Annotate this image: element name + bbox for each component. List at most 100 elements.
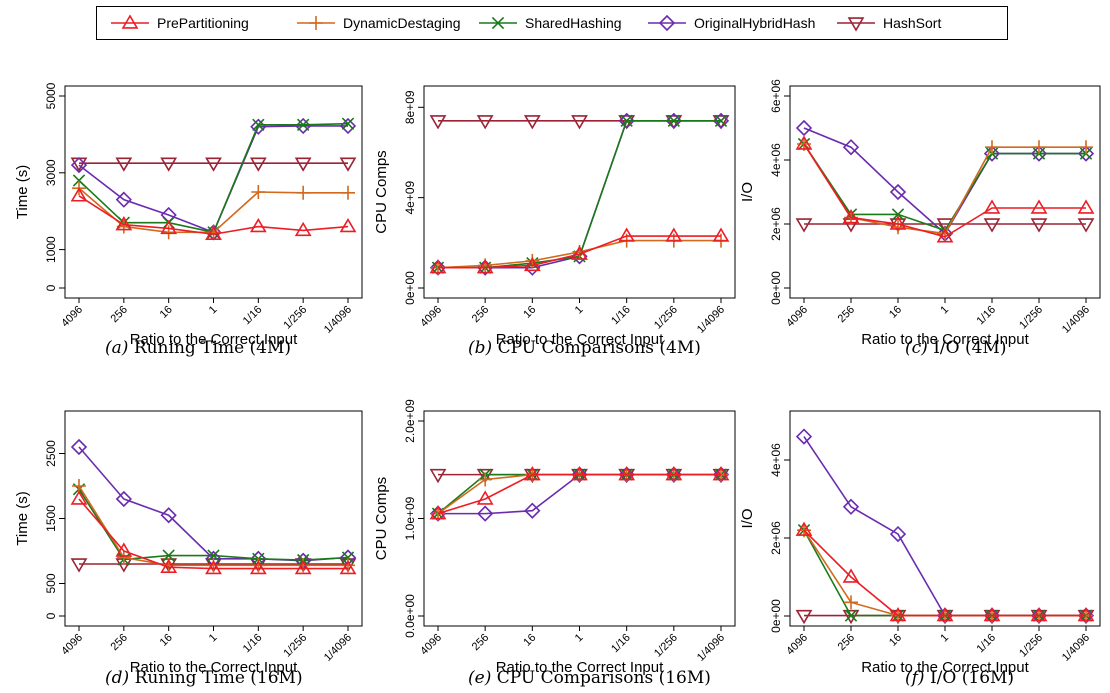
x-tick-label: 4096 <box>59 632 85 658</box>
data-point <box>842 568 860 583</box>
data-point <box>523 466 541 481</box>
chart-panel-2: 0e+00 4e+09 8e+09 CPU Comps 4096 256 16 1 1/16 1/… <box>373 85 736 348</box>
data-point <box>160 219 178 235</box>
caption-d: (d) Runing Time (16M) <box>105 668 303 688</box>
y-tick-label: 2e+06 <box>769 207 783 241</box>
data-point <box>618 227 636 242</box>
series-originalhybridhash <box>70 438 357 569</box>
data-point <box>667 114 680 128</box>
x-tick-label: 256 <box>470 304 491 325</box>
data-point <box>115 191 132 208</box>
data-point <box>115 490 132 508</box>
data-point <box>252 118 265 131</box>
x-tick-label: 256 <box>836 632 857 653</box>
data-point <box>294 559 312 575</box>
series-dynamicdestaging <box>72 479 355 573</box>
data-point <box>1077 199 1095 214</box>
x-tick-label: 4096 <box>418 304 444 330</box>
series-prepartitioning <box>70 187 357 240</box>
x-axis-label: Ratio to the Correct Input <box>861 331 1029 348</box>
data-point <box>618 466 636 481</box>
data-point <box>795 609 813 625</box>
data-point <box>571 245 588 260</box>
y-tick-label: 0 <box>44 284 58 291</box>
data-point <box>665 227 683 242</box>
data-point <box>712 466 730 481</box>
data-point <box>618 115 636 130</box>
legend-entry-dynamicdestaging: DynamicDestaging <box>297 15 461 31</box>
x-tick-label: 1/16 <box>974 632 998 656</box>
series-line <box>78 122 349 234</box>
y-tick-label: 0.0e+00 <box>403 594 417 638</box>
data-point <box>1030 218 1048 233</box>
data-point <box>1030 607 1048 622</box>
x-tick-label: 256 <box>836 304 857 325</box>
legend-marker-icon <box>309 16 323 30</box>
data-point <box>1032 140 1046 155</box>
series-line <box>78 125 348 234</box>
data-point <box>795 135 813 150</box>
legend-marker-icon <box>658 14 676 32</box>
data-point <box>712 227 730 242</box>
y-axis-label: I/O <box>739 508 756 528</box>
x-tick-label: 256 <box>108 304 129 325</box>
caption-f-text: I/O (16M) <box>929 668 1015 688</box>
data-point <box>844 595 858 610</box>
series-dynamicdestaging <box>431 467 728 521</box>
data-point <box>618 112 635 129</box>
series-prepartitioning <box>795 521 1095 622</box>
caption-c-text: I/O (4M) <box>933 338 1007 358</box>
data-point <box>205 225 222 240</box>
legend-marker-icon <box>847 17 865 32</box>
data-point <box>795 521 813 536</box>
data-point <box>251 185 266 199</box>
y-tick-label: 1000 <box>44 236 58 263</box>
data-point <box>160 507 177 524</box>
x-tick-label: 4096 <box>418 632 444 658</box>
data-point <box>889 183 907 201</box>
x-tick-label: 256 <box>470 632 491 653</box>
data-point <box>72 174 86 187</box>
caption-b: (b) CPU Comparisons (4M) <box>468 338 701 358</box>
data-point <box>160 157 178 172</box>
data-point <box>1077 607 1095 622</box>
data-point <box>478 472 493 487</box>
caption-a-label: (a) <box>105 338 129 358</box>
data-point <box>477 505 494 522</box>
x-tick-label: 1/4096 <box>695 632 727 664</box>
data-point <box>341 551 355 564</box>
data-point <box>571 115 588 130</box>
x-tick-label: 1/16 <box>241 304 265 328</box>
caption-e: (e) CPU Comparisons (16M) <box>468 668 711 688</box>
x-tick-label: 16 <box>158 304 175 321</box>
data-point <box>889 525 907 543</box>
series-line <box>803 143 1086 238</box>
caption-d-label: (d) <box>105 668 130 688</box>
data-point <box>795 428 813 445</box>
series-prepartitioning <box>70 490 357 575</box>
x-tick-label: 1/16 <box>609 632 633 656</box>
chart-panel-3: 0e+00 2e+06 4e+06 6e+06 I/O 4096 256 16 1 1/16 1/2… <box>739 79 1101 348</box>
x-tick-label: 1/4096 <box>695 304 727 336</box>
data-point <box>983 218 1001 233</box>
data-point <box>889 607 907 622</box>
x-tick-label: 1/16 <box>609 304 633 328</box>
x-tick-label: 1 <box>573 632 586 645</box>
x-tick-label: 1/256 <box>281 632 309 660</box>
series-line <box>78 446 349 562</box>
legend-label: HashSort <box>883 15 941 31</box>
y-axis-label: Time (s) <box>14 165 31 219</box>
series-line <box>78 498 348 570</box>
legend-label: PrePartitioning <box>157 15 249 31</box>
y-tick-label: 5000 <box>44 82 58 109</box>
series-line <box>78 195 349 236</box>
data-point <box>294 157 312 172</box>
chart-panel-6: 0e+00 2e+06 4e+06 I/O 4096 256 16 1 1/16 1/256 1/4… <box>739 410 1101 676</box>
data-point <box>889 215 907 230</box>
series-prepartitioning <box>429 466 730 520</box>
data-point <box>116 550 131 565</box>
data-point <box>1077 218 1095 233</box>
x-axis-label: Ratio to the Correct Input <box>861 659 1029 676</box>
data-point <box>70 156 88 174</box>
data-point <box>1079 140 1093 155</box>
